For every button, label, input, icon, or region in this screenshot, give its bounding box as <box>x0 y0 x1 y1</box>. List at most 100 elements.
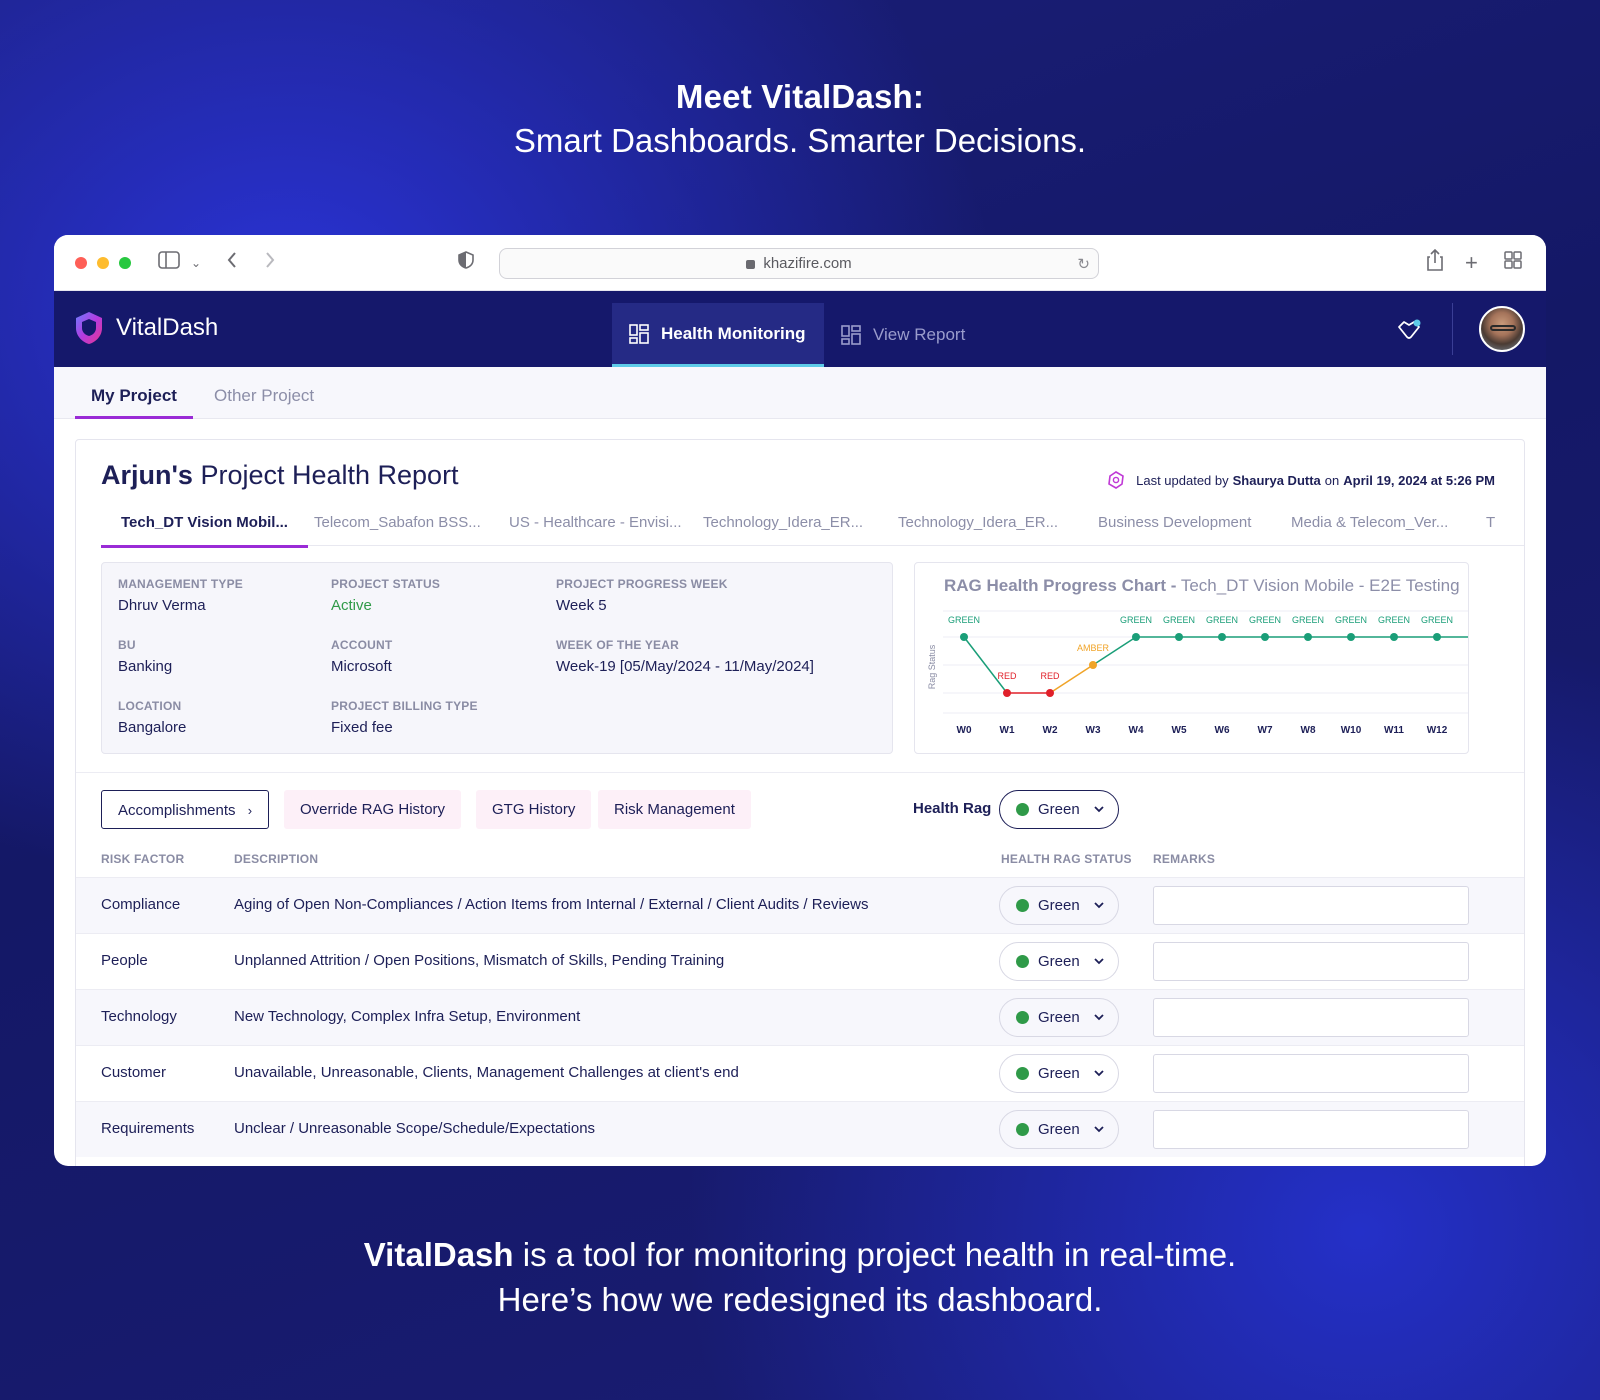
override-rag-history-button[interactable]: Override RAG History <box>284 790 462 829</box>
chart-point <box>1218 633 1226 641</box>
forward-icon[interactable] <box>264 249 276 277</box>
project-tab[interactable]: Media & Telecom_Ver... <box>1291 514 1449 531</box>
column-header: RISK FACTOR <box>101 852 185 866</box>
health-rag-dropdown[interactable]: Green <box>999 790 1119 829</box>
address-bar[interactable]: khazifire.com ↻ <box>499 248 1099 279</box>
dropdown-value: Green <box>1038 1065 1080 1082</box>
chart-point <box>1046 689 1054 697</box>
project-health-card: Arjun's Project Health Report Last updat… <box>75 439 1525 1166</box>
chart-data-label: GREEN <box>1378 615 1410 625</box>
field-value: Microsoft <box>331 658 392 675</box>
close-window-button[interactable] <box>75 257 87 269</box>
support-handshake-icon[interactable] <box>1396 317 1422 343</box>
nav-tab-health-monitoring[interactable]: Health Monitoring <box>612 303 824 367</box>
chart-point <box>1390 633 1398 641</box>
project-tab[interactable]: Tech_DT Vision Mobil... <box>101 514 308 548</box>
chart-data-label: GREEN <box>1120 615 1152 625</box>
risk-description: Aging of Open Non-Compliances / Action I… <box>234 896 869 913</box>
tab-other-project[interactable]: Other Project <box>214 386 315 405</box>
page-title: Arjun's Project Health Report <box>101 460 459 491</box>
chevron-down-icon[interactable]: ⌄ <box>191 256 202 270</box>
field-value: Week 5 <box>556 597 607 614</box>
nav-tab-view-report[interactable]: View Report <box>824 303 982 367</box>
hero-subtitle: Smart Dashboards. Smarter Decisions. <box>513 122 1087 159</box>
tab-my-project[interactable]: My Project <box>75 367 193 419</box>
chart-data-label: AMBER <box>1077 643 1110 653</box>
rag-health-chart: RAG Health Progress Chart - Tech_DT Visi… <box>914 562 1469 754</box>
updated-at: April 19, 2024 at 5:26 PM <box>1343 472 1495 488</box>
share-icon[interactable] <box>1426 248 1444 279</box>
project-scope-tabs: My Project Other Project <box>54 367 1546 419</box>
field-value: Fixed fee <box>331 719 393 736</box>
chart-data-label: GREEN <box>1206 615 1238 625</box>
remarks-input[interactable] <box>1153 942 1469 981</box>
rag-status-dropdown[interactable]: Green <box>999 886 1119 925</box>
remarks-input[interactable] <box>1153 1054 1469 1093</box>
gtg-history-button[interactable]: GTG History <box>476 790 592 829</box>
tab-overview-icon[interactable] <box>1504 249 1522 277</box>
chart-x-tick-label: W0 <box>957 725 972 736</box>
rag-status-dropdown[interactable]: Green <box>999 1054 1119 1093</box>
chart-data-label: GREEN <box>1421 615 1453 625</box>
chart-data-label: GREEN <box>1249 615 1281 625</box>
rag-status-dropdown[interactable]: Green <box>999 942 1119 981</box>
chart-point <box>1089 661 1097 669</box>
week-of-year-field: WEEK OF THE YEAR Week-19 [05/May/2024 - … <box>556 638 814 675</box>
column-header: HEALTH RAG STATUS <box>1001 852 1132 866</box>
report-owner: Arjun's <box>101 460 193 490</box>
hero-footer-line-2: Here’s how we redesigned its dashboard. <box>497 1281 1103 1318</box>
app-brand[interactable]: VitalDash <box>74 311 218 345</box>
field-label: PROJECT PROGRESS WEEK <box>556 577 728 591</box>
user-avatar[interactable] <box>1479 306 1525 352</box>
report-grid-icon <box>841 325 861 345</box>
chart-x-tick-label: W11 <box>1384 725 1404 736</box>
project-tab[interactable]: Technology_Idera_ER... <box>703 514 864 531</box>
nav-divider <box>1452 303 1453 355</box>
sidebar-toggle-icon[interactable] <box>158 249 180 277</box>
chart-point <box>1132 633 1140 641</box>
accomplishments-button[interactable]: Accomplishments › <box>101 790 270 829</box>
field-label: BU <box>118 638 136 652</box>
table-row: Compliance Aging of Open Non-Compliances… <box>76 877 1524 933</box>
nav-tab-label: Health Monitoring <box>661 323 806 343</box>
chart-point <box>1433 633 1441 641</box>
reload-icon[interactable]: ↻ <box>1077 255 1090 273</box>
project-tabs: Tech_DT Vision Mobil... Telecom_Sabafon … <box>101 514 1524 548</box>
green-status-dot <box>1016 1011 1029 1024</box>
chart-x-tick-label: W6 <box>1215 725 1230 736</box>
location-field: LOCATION Bangalore <box>118 699 186 736</box>
project-tab[interactable]: T <box>1486 514 1496 531</box>
browser-window: ⌄ khazifire.com ↻ + Vit <box>54 235 1546 1166</box>
table-row: Technology New Technology, Complex Infra… <box>76 989 1524 1045</box>
risk-management-button[interactable]: Risk Management <box>598 790 751 829</box>
chart-point <box>1003 689 1011 697</box>
risk-factor: Customer <box>101 1064 167 1081</box>
zoom-window-button[interactable] <box>119 257 131 269</box>
report-title-text: Project Health Report <box>192 460 459 490</box>
project-tab[interactable]: US - Healthcare - Envisi... <box>509 514 682 531</box>
rag-chart-svg: Rag Status GREEN W0 RED W1 RED W2 AMBER W3 GREEN… <box>927 610 1468 736</box>
rag-status-dropdown[interactable]: Green <box>999 998 1119 1037</box>
chart-x-tick-label: W10 <box>1341 725 1362 736</box>
chart-point <box>1347 633 1355 641</box>
table-row: Customer Unavailable, Unreasonable, Clie… <box>76 1045 1524 1101</box>
rag-status-dropdown[interactable]: Green <box>999 1110 1119 1149</box>
field-label: WEEK OF THE YEAR <box>556 638 679 652</box>
updated-prefix: Last updated by <box>1136 472 1229 488</box>
remarks-input[interactable] <box>1153 998 1469 1037</box>
shield-icon[interactable] <box>458 249 474 277</box>
green-status-dot <box>1016 955 1029 968</box>
hero-footer-text: is a tool for monitoring project health … <box>513 1236 1237 1273</box>
back-icon[interactable] <box>226 249 238 277</box>
table-row: People Unplanned Attrition / Open Positi… <box>76 933 1524 989</box>
remarks-input[interactable] <box>1153 886 1469 925</box>
new-tab-icon[interactable]: + <box>1465 250 1478 275</box>
risk-factor: Requirements <box>101 1120 195 1137</box>
project-tab[interactable]: Telecom_Sabafon BSS... <box>314 514 481 531</box>
chevron-down-icon <box>1094 1070 1104 1077</box>
remarks-input[interactable] <box>1153 1110 1469 1149</box>
project-tab[interactable]: Business Development <box>1098 514 1252 531</box>
minimize-window-button[interactable] <box>97 257 109 269</box>
project-tab[interactable]: Technology_Idera_ER... <box>898 514 1059 531</box>
column-header: DESCRIPTION <box>234 852 319 866</box>
